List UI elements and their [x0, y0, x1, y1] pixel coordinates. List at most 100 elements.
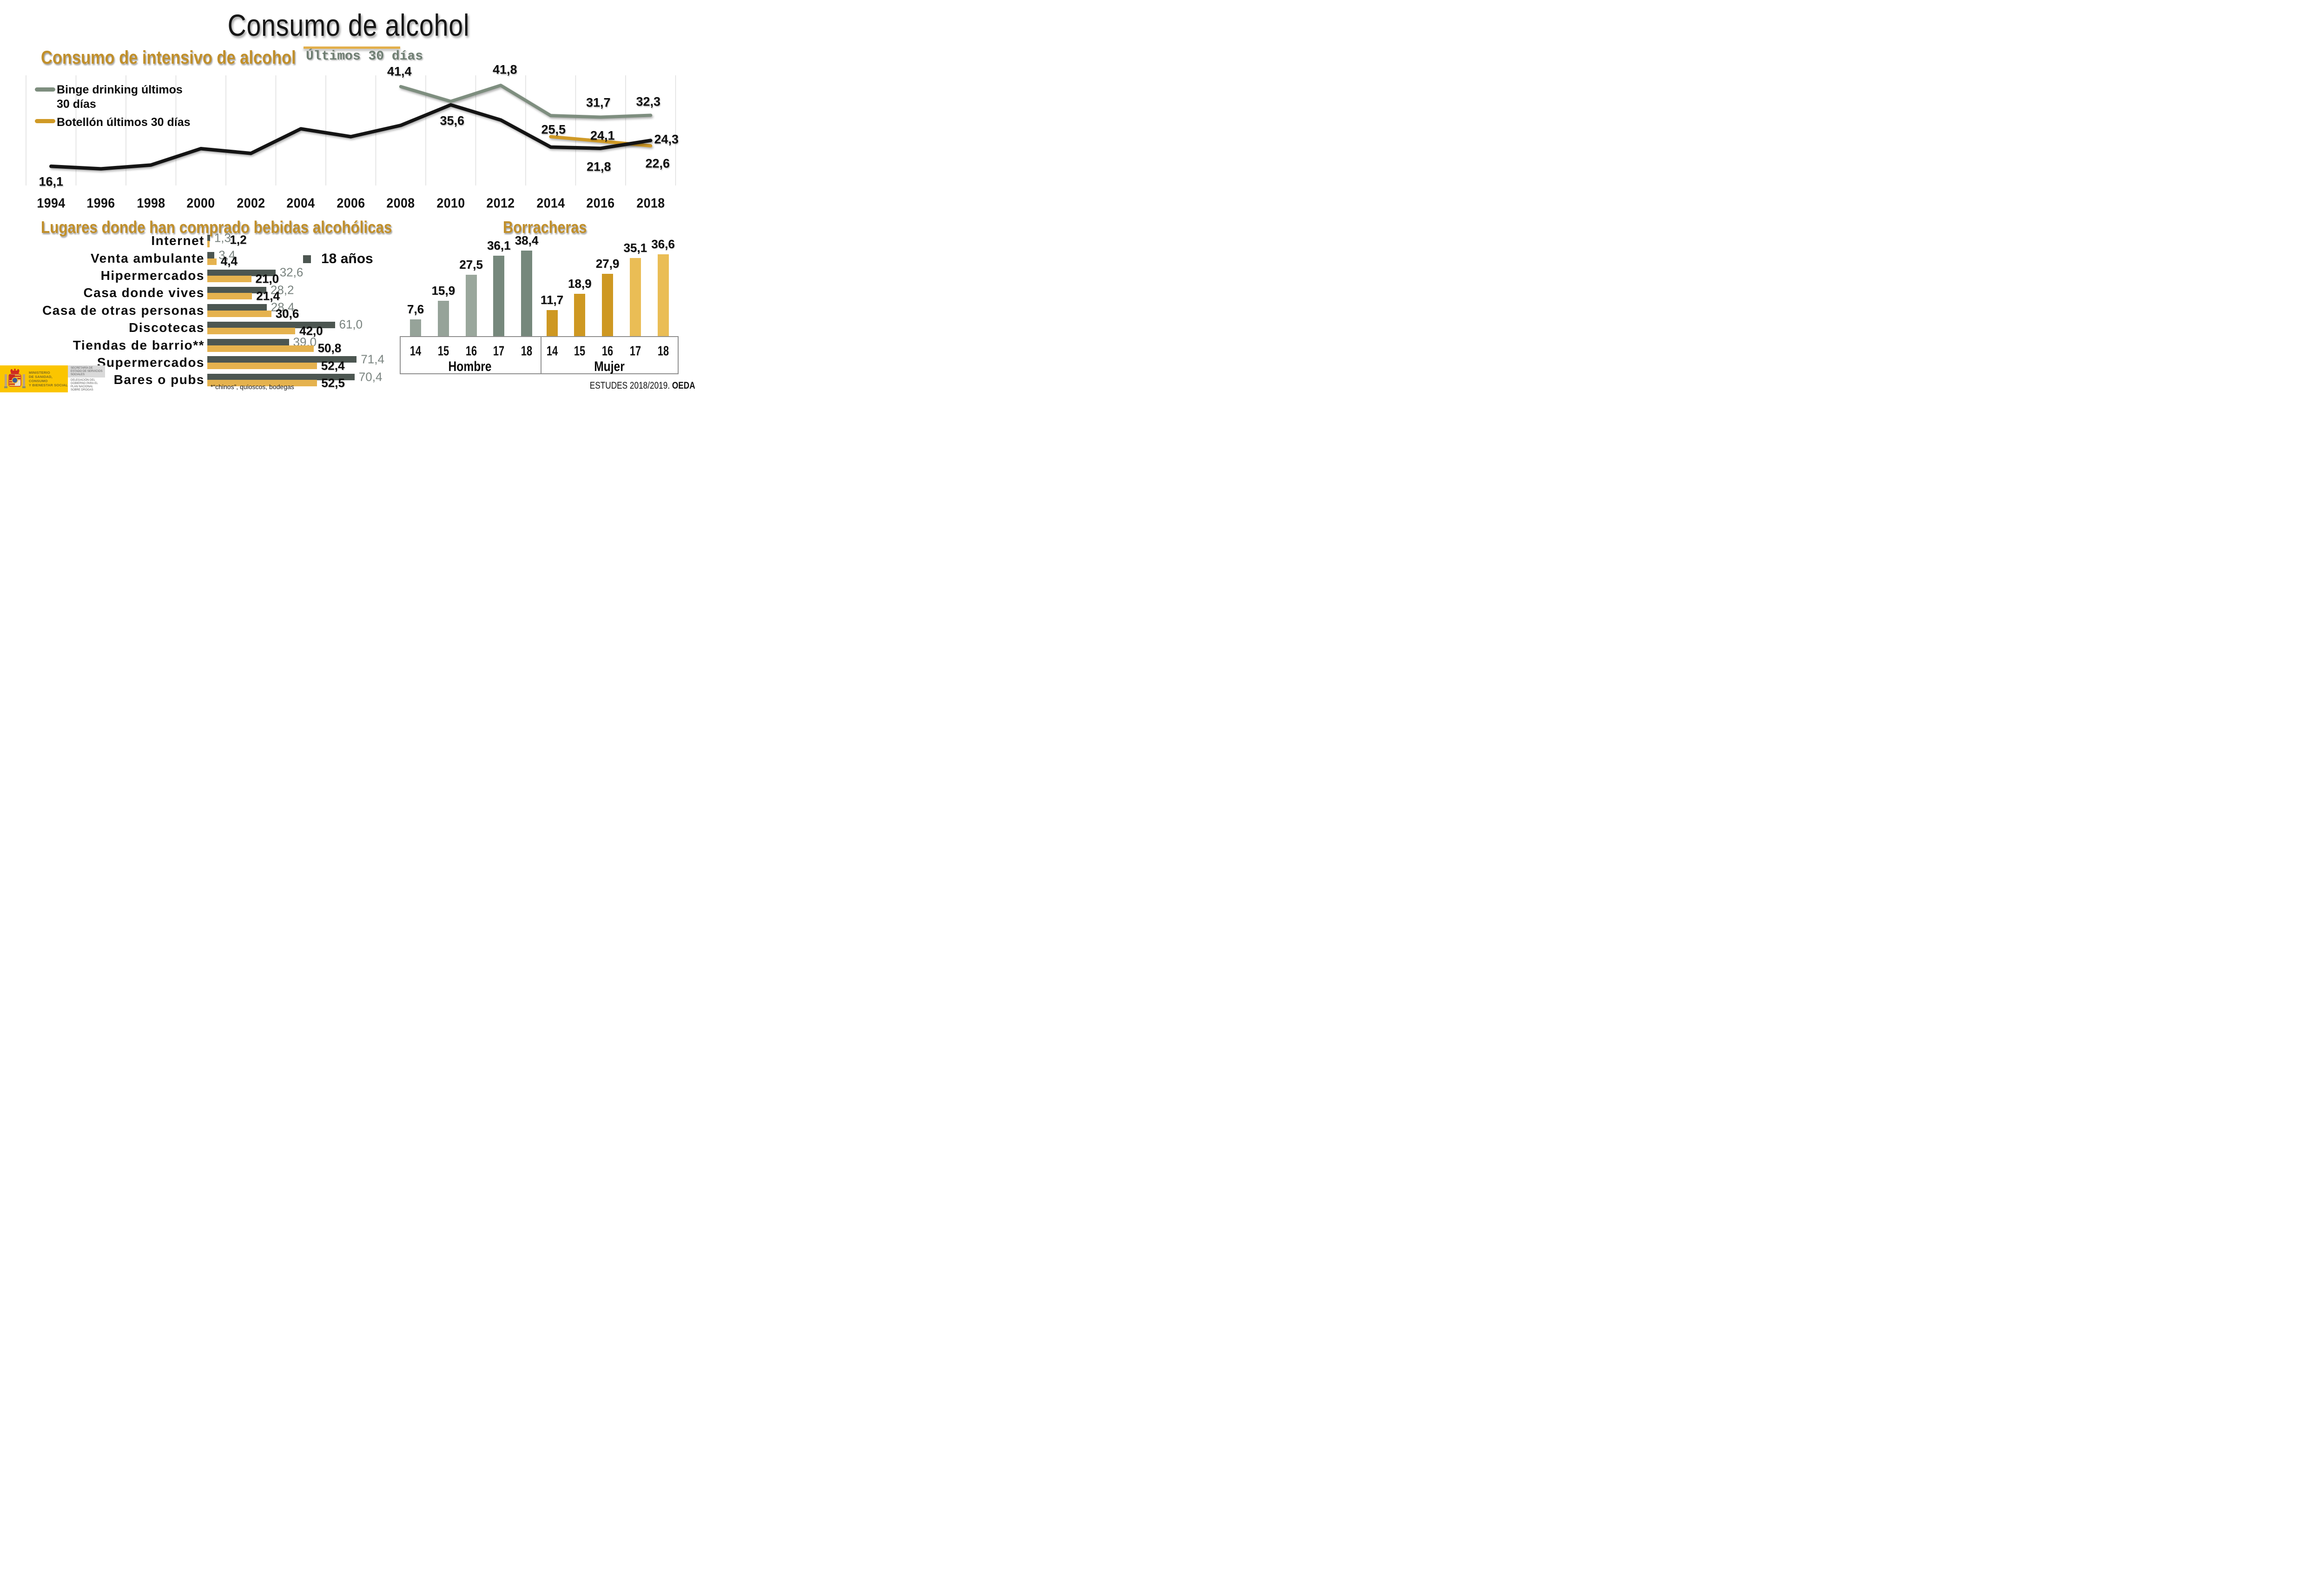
data-label: 24,3	[654, 132, 679, 146]
age-axis-label: 16	[601, 344, 614, 359]
x-axis-year-label: 2016	[586, 196, 615, 211]
borracheras-value-label: 18,9	[568, 277, 592, 291]
hbar-category-label: Venta ambulante	[90, 251, 205, 265]
page-title: Consumo de alcohol	[227, 8, 470, 42]
age-axis-label: 16	[465, 344, 477, 359]
spain-coat-of-arms-icon	[4, 369, 26, 388]
hbar-value-label: 61,0	[339, 317, 363, 331]
data-label: 32,3	[636, 94, 661, 109]
borracheras-bar	[465, 275, 477, 336]
borracheras-value-label: 35,1	[623, 240, 647, 255]
hbar-bar	[207, 269, 276, 276]
hbar-bar	[207, 235, 210, 241]
hbar-value-label: 50,8	[317, 341, 342, 355]
legend-18-swatch	[303, 255, 311, 263]
botellon-line-swatch	[35, 119, 55, 123]
legend-18-label: 18 años	[321, 251, 373, 266]
hbar-bar	[207, 310, 271, 317]
hbar-bar	[207, 293, 252, 300]
binge-drinking-line-swatch	[35, 87, 55, 92]
data-label: 24,1	[590, 128, 615, 143]
hbar-legend-18: 18 años	[303, 251, 373, 267]
source-oeda: OEDA	[672, 380, 695, 391]
hbar-bar	[207, 287, 266, 294]
hbar-value-label: 21,0	[255, 271, 279, 286]
hbar-category-label: Tiendas de barrio**	[73, 338, 205, 352]
data-label: 41,4	[387, 64, 412, 79]
hbar-bar	[207, 276, 251, 283]
hbar-value-label: 30,6	[275, 306, 299, 320]
borracheras-value-label: 36,1	[487, 238, 511, 252]
ministry-logo-yellow-block: MINISTERIO DE SANIDAD, CONSUMO Y BIENEST…	[0, 365, 68, 392]
line-chart-title: Consumo de intensivo de alcohol	[41, 47, 296, 68]
source-note: ESTUDES 2018/2019. OEDA	[590, 380, 695, 391]
x-axis-year-label: 2006	[337, 196, 365, 211]
hbar-value-label: 1,3	[214, 231, 231, 245]
group-label-hombre: Hombre	[448, 359, 492, 374]
line-chart-subtitle: Últimos 30 días	[306, 49, 423, 64]
data-label: 41,8	[492, 62, 517, 77]
data-label: 31,7	[586, 95, 611, 110]
ministry-logo-right-panel: SECRETARÍA DE ESTADO DE SERVICIOS SOCIAL…	[68, 365, 105, 392]
hbar-category-label: Internet	[151, 233, 205, 248]
data-label: 35,6	[440, 113, 465, 128]
hbar-value-label: 70,4	[358, 370, 383, 384]
hbar-bar	[207, 373, 355, 380]
data-label: 25,5	[541, 122, 566, 137]
x-axis-year-label: 2004	[286, 196, 315, 211]
borracheras-bar	[574, 294, 586, 336]
borracheras-bar	[657, 254, 669, 336]
legend-item-botellon: Botellón últimos 30 días	[35, 115, 195, 130]
hbar-value-label: 28,4	[271, 300, 295, 314]
delegacion-label: DELEGACIÓN DEL GOBIERNO PARA EL PLAN NAC…	[68, 377, 105, 392]
ministry-logo: MINISTERIO DE SANIDAD, CONSUMO Y BIENEST…	[0, 365, 105, 392]
hbar-bar	[207, 241, 210, 248]
x-axis-year-label: 1994	[37, 196, 66, 211]
hbar-value-label: 42,0	[299, 324, 323, 338]
age-axis-label: 18	[657, 344, 669, 359]
hbar-value-label: 71,4	[361, 352, 384, 366]
hbar-chart-title: Lugares donde han comprado bebidas alcoh…	[41, 218, 392, 237]
hbar-bar	[207, 345, 314, 352]
borracheras-value-label: 38,4	[515, 233, 539, 247]
hbar-bar	[207, 252, 215, 259]
data-label: 21,8	[586, 159, 611, 174]
hbar-value-label: 52,4	[321, 358, 345, 373]
borracheras-bar	[602, 274, 613, 336]
slide-root: Consumo de alcohol Consumo de intensivo …	[0, 0, 697, 392]
x-axis-year-label: 2018	[636, 196, 665, 211]
hbar-category-label: Supermercados	[97, 355, 205, 370]
hbar-value-label: 3,4	[218, 248, 236, 262]
legend-label: Botellón últimos 30 días	[57, 116, 191, 129]
borracheras-bar	[410, 319, 421, 336]
borracheras-bar	[629, 258, 641, 336]
group-label-mujer: Mujer	[594, 359, 625, 374]
borracheras-axis-box	[400, 336, 679, 374]
borracheras-title: Borracheras	[503, 218, 587, 237]
borracheras-value-label: 27,5	[459, 258, 483, 271]
borracheras-bar	[521, 250, 532, 336]
borracheras-bar	[493, 255, 505, 336]
hbar-category-label: Hipermercados	[100, 268, 205, 283]
hbar-value-label: 4,4	[220, 254, 238, 268]
title-underline-accent	[304, 46, 400, 49]
borracheras-value-label: 27,9	[595, 257, 620, 271]
line-series-1	[399, 84, 653, 119]
age-axis-label: 17	[493, 344, 505, 359]
age-axis-label: 14	[546, 344, 558, 359]
x-axis-year-label: 2000	[186, 196, 215, 211]
age-axis-label: 18	[521, 344, 533, 359]
borracheras-bar	[546, 310, 558, 336]
x-axis-year-label: 1998	[137, 196, 165, 211]
age-axis-label: 14	[409, 344, 422, 359]
hbar-bar	[207, 380, 317, 387]
hbar-category-label: Discotecas	[129, 320, 205, 335]
x-axis-year-label: 2014	[536, 196, 565, 211]
secretaria-label: SECRETARÍA DE ESTADO DE SERVICIOS SOCIAL…	[68, 365, 105, 377]
hbar-bar	[207, 321, 335, 328]
hbar-value-label: 21,4	[256, 289, 280, 303]
x-axis-year-label: 2008	[386, 196, 415, 211]
data-label: 22,6	[645, 156, 670, 171]
hbar-bar	[207, 356, 357, 363]
hbar-bar	[207, 304, 267, 311]
